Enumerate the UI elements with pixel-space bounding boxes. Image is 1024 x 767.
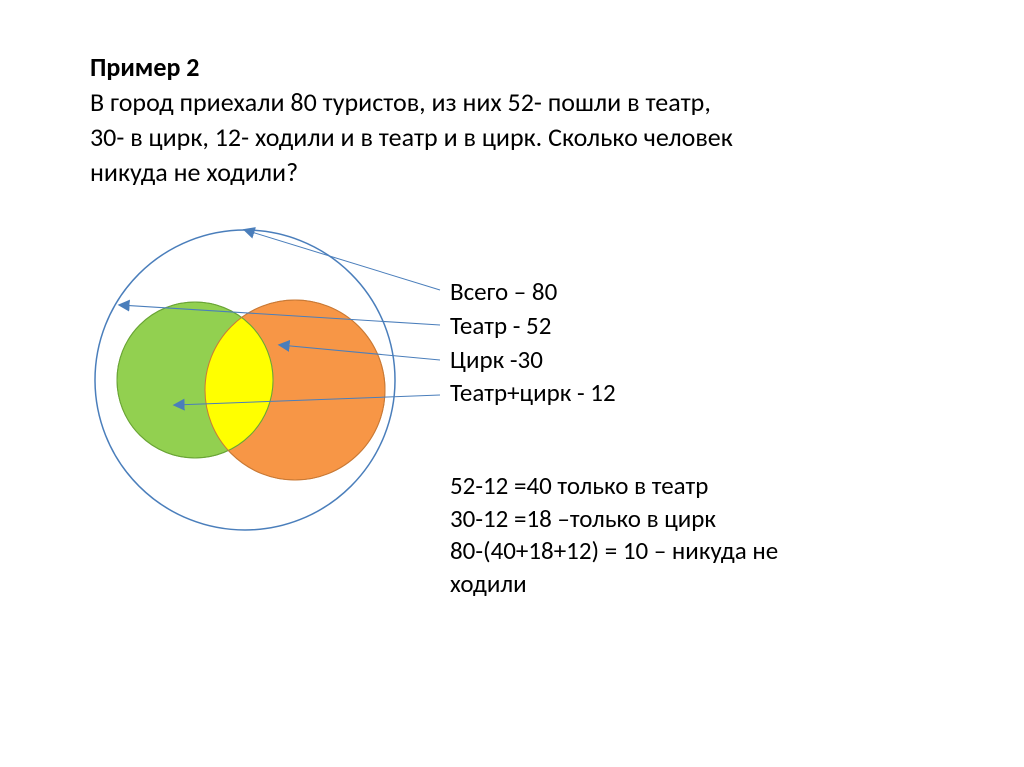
legend-theater: Театр - 52 (450, 309, 616, 343)
example-title: Пример 2 (90, 51, 199, 83)
venn-diagram (70, 220, 420, 540)
legend-circus: Цирк -30 (450, 343, 616, 377)
calc-line-1: 52-12 =40 только в театр (450, 470, 778, 503)
legend-block: Всего – 80 Театр - 52 Цирк -30 Театр+цир… (450, 275, 616, 410)
calc-line-2: 30-12 =18 –только в цирк (450, 503, 778, 536)
slide: Пример 2 В город приехали 80 туристов, и… (0, 0, 1024, 767)
calc-line-3b: ходили (450, 568, 778, 601)
problem-line-2: 30- в цирк, 12- ходили и в театр и в цир… (90, 120, 910, 155)
problem-line-1: В город приехали 80 туристов, из них 52-… (90, 85, 910, 120)
calculation-block: 52-12 =40 только в театр 30-12 =18 –толь… (450, 470, 778, 600)
problem-line-3: никуда не ходили? (90, 155, 910, 190)
legend-total: Всего – 80 (450, 275, 616, 309)
problem-text-block: Пример 2 В город приехали 80 туристов, и… (90, 50, 910, 190)
legend-both: Театр+цирк - 12 (450, 376, 616, 410)
calc-line-3a: 80-(40+18+12) = 10 – никуда не (450, 535, 778, 568)
